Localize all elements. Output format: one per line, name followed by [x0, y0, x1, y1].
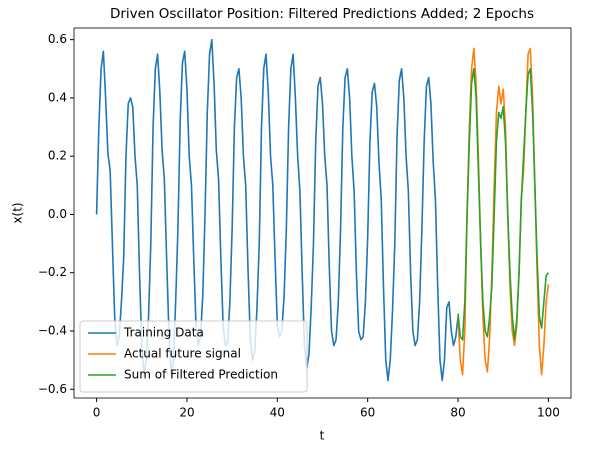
- legend-label: Sum of Filtered Prediction: [124, 368, 278, 382]
- x-tick-label: 40: [270, 406, 285, 420]
- x-tick-label: 0: [93, 406, 101, 420]
- legend-label: Actual future signal: [124, 347, 241, 361]
- y-tick-label: 0.4: [48, 90, 67, 104]
- y-tick-label: −0.4: [38, 323, 67, 337]
- y-tick-label: −0.6: [38, 382, 67, 396]
- y-axis-label: x(t): [11, 202, 25, 223]
- chart-title: Driven Oscillator Position: Filtered Pre…: [110, 6, 534, 22]
- y-tick-label: 0.0: [48, 207, 67, 221]
- x-tick-label: 100: [537, 406, 560, 420]
- legend-label: Training Data: [123, 326, 204, 340]
- x-axis-label: t: [320, 429, 325, 443]
- y-tick-label: 0.2: [48, 149, 67, 163]
- legend: Training Data Actual future signal Sum of …: [79, 320, 308, 393]
- x-tick-label: 80: [450, 406, 465, 420]
- x-tick-label: 60: [360, 406, 375, 420]
- x-tick-label: 20: [179, 406, 194, 420]
- axes-frame: [73, 27, 572, 399]
- data-line: [457, 67, 550, 341]
- y-tick-label: 0.6: [48, 32, 67, 46]
- y-tick-label: −0.2: [38, 265, 67, 279]
- legend-box: [79, 320, 308, 393]
